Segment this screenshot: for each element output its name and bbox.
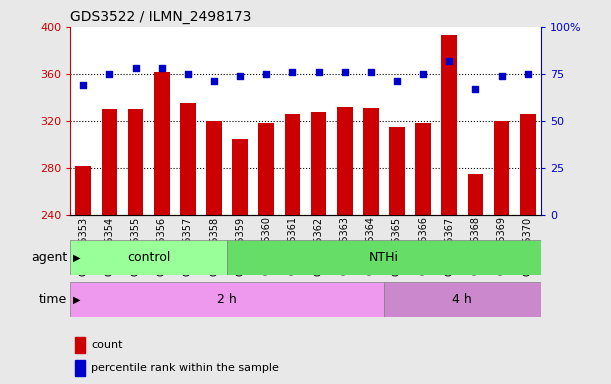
Point	[209, 78, 219, 84]
Text: 2 h: 2 h	[218, 293, 237, 306]
Bar	[70, 240, 227, 275]
Bar	[128, 109, 144, 215]
Text: ▶: ▶	[73, 252, 81, 262]
Bar	[311, 112, 326, 215]
Bar	[232, 139, 248, 215]
Text: agent: agent	[31, 251, 67, 264]
Bar	[75, 360, 86, 376]
Point	[262, 71, 271, 77]
Point	[392, 78, 402, 84]
Bar	[494, 121, 510, 215]
Bar	[206, 121, 222, 215]
Point	[78, 82, 88, 88]
Bar	[363, 108, 379, 215]
Text: 4 h: 4 h	[453, 293, 472, 306]
Text: NTHi: NTHi	[369, 251, 399, 264]
Bar	[227, 240, 541, 275]
Point	[183, 71, 193, 77]
Point	[523, 71, 533, 77]
Bar	[101, 109, 117, 215]
Text: count: count	[92, 340, 123, 350]
Point	[366, 69, 376, 75]
Bar	[337, 107, 353, 215]
Bar	[467, 174, 483, 215]
Point	[235, 73, 245, 79]
Point	[313, 69, 323, 75]
Bar	[154, 71, 170, 215]
Bar	[258, 123, 274, 215]
Bar	[180, 103, 196, 215]
Bar	[76, 166, 91, 215]
Bar	[441, 35, 457, 215]
Bar	[384, 282, 541, 317]
Text: control: control	[127, 251, 170, 264]
Point	[470, 86, 480, 92]
Bar	[285, 114, 300, 215]
Point	[131, 65, 141, 71]
Point	[497, 73, 507, 79]
Bar	[389, 127, 405, 215]
Point	[104, 71, 114, 77]
Bar	[70, 282, 384, 317]
Point	[288, 69, 298, 75]
Point	[340, 69, 349, 75]
Point	[419, 71, 428, 77]
Text: ▶: ▶	[73, 295, 81, 305]
Bar	[520, 114, 535, 215]
Text: percentile rank within the sample: percentile rank within the sample	[92, 363, 279, 373]
Bar	[75, 337, 86, 353]
Text: time: time	[39, 293, 67, 306]
Bar	[415, 123, 431, 215]
Point	[157, 65, 167, 71]
Text: GDS3522 / ILMN_2498173: GDS3522 / ILMN_2498173	[70, 10, 252, 25]
Point	[444, 58, 454, 64]
